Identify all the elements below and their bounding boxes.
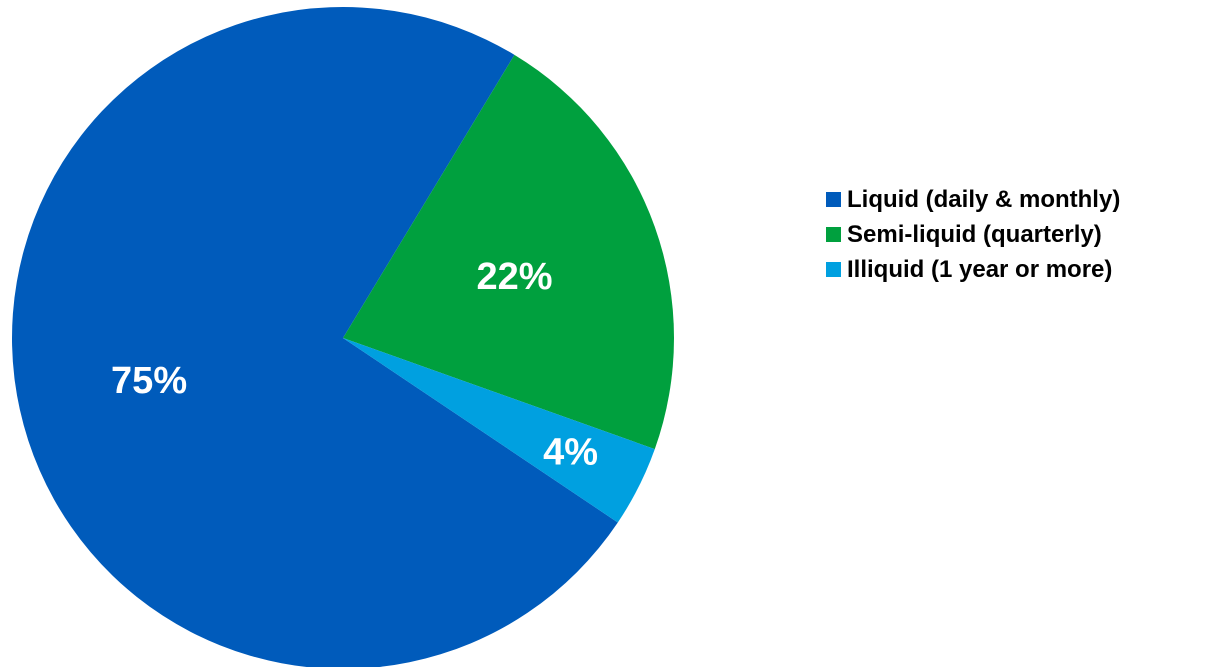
data-label-liquid: 75% [111, 360, 187, 402]
legend-label-illiquid: Illiquid (1 year or more) [847, 255, 1113, 283]
pie-data-labels: 75% 22% 4% [111, 256, 598, 474]
pie-slice-illiquid [343, 338, 655, 523]
legend-label-liquid: Liquid (daily & monthly) [847, 185, 1121, 213]
legend-item-semi-liquid: Semi-liquid (quarterly) [826, 217, 1120, 252]
legend-item-liquid: Liquid (daily & monthly) [826, 182, 1120, 217]
pie-slice-semi-liquid [343, 54, 674, 450]
pie-slice-liquid [12, 7, 618, 667]
legend-label-semi-liquid: Semi-liquid (quarterly) [847, 220, 1102, 248]
legend-item-illiquid: Illiquid (1 year or more) [826, 252, 1120, 287]
legend-swatch-semi-liquid [826, 227, 841, 242]
legend: Liquid (daily & monthly) Semi-liquid (qua… [826, 182, 1120, 287]
legend-swatch-liquid [826, 192, 841, 207]
data-label-semi-liquid: 22% [476, 256, 552, 298]
legend-swatch-illiquid [826, 262, 841, 277]
pie-slices [12, 7, 674, 667]
data-label-illiquid: 4% [543, 432, 598, 474]
